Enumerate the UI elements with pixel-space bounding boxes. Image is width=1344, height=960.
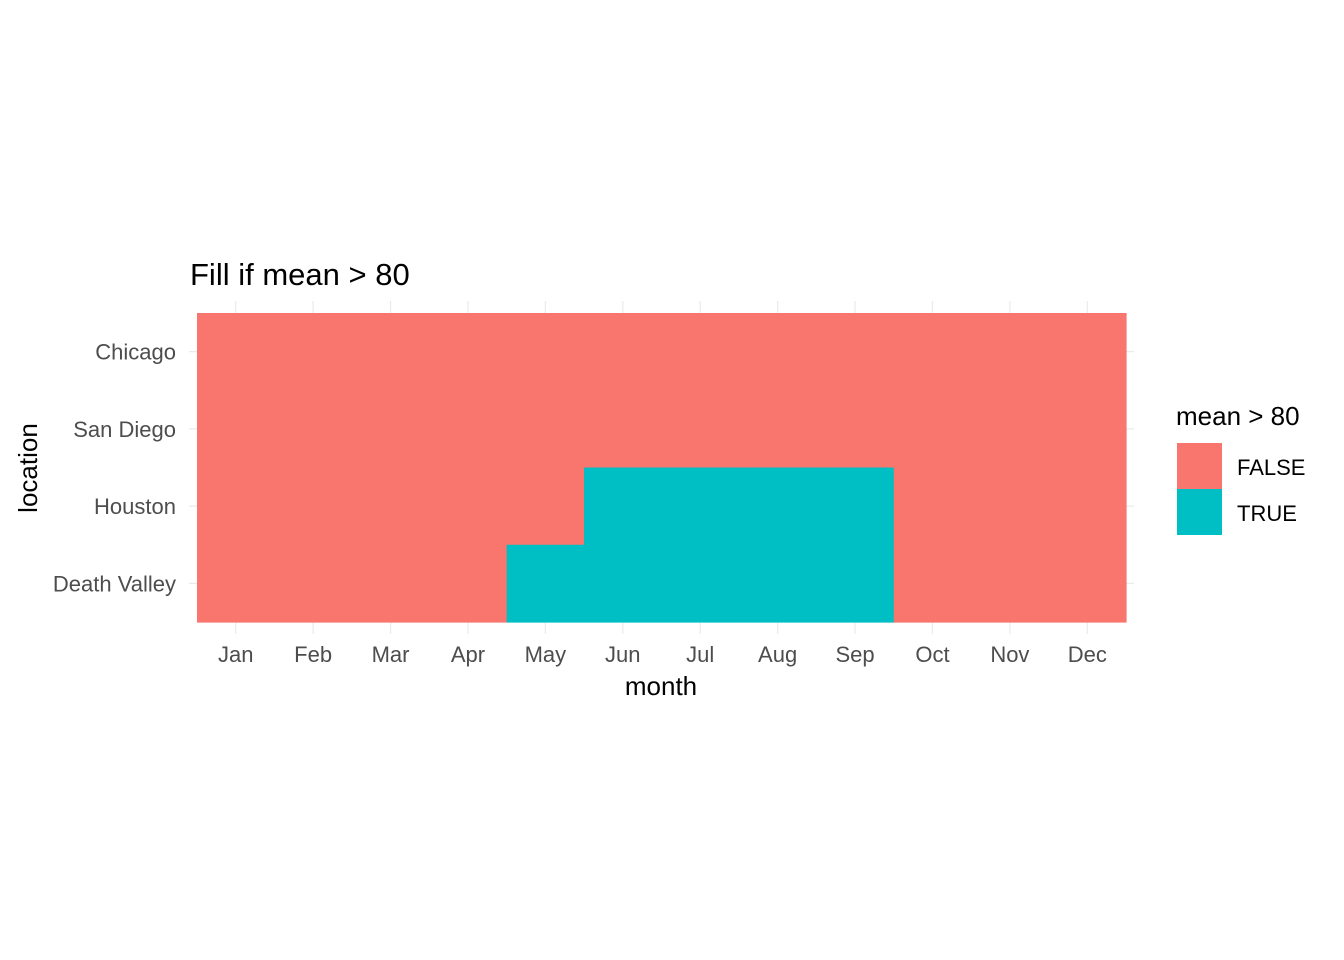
legend-key-label: TRUE [1237,501,1297,526]
heatmap-cell [506,467,585,546]
x-tick-label: Nov [990,642,1029,667]
x-axis-title: month [625,671,697,701]
x-tick-label: Sep [835,642,874,667]
legend-key-swatch [1177,489,1222,535]
heatmap-cell [197,313,276,391]
legend-keys: FALSE TRUE [1177,443,1305,535]
y-tick-label: San Diego [73,417,176,442]
y-tick-label: Houston [94,494,176,519]
heatmap-cell [1048,313,1127,391]
heatmap-cell [351,467,430,546]
x-tick-label: May [525,642,567,667]
heatmap-cell [971,544,1050,623]
heatmap-cell [971,313,1050,391]
heatmap-cell [1048,467,1127,546]
heatmap-cell [197,544,276,623]
heatmap-cell [351,390,430,469]
x-tick-label: Jan [218,642,253,667]
heatmap-cell [274,390,353,469]
x-tick-label: Jun [605,642,640,667]
x-tick-label: Dec [1068,642,1107,667]
heatmap-cell [506,313,585,391]
x-tick-label: Oct [915,642,949,667]
heatmap-cell [816,313,895,391]
heatmap-cell [661,467,740,546]
heatmap-cell [429,467,508,546]
x-axis-ticks: Jan Feb Mar Apr May Jun Jul Aug Sep Oct Nov Dec [218,642,1107,667]
heatmap-cell [584,390,663,469]
y-tick-label: Chicago [95,340,176,365]
y-tick-label: Death Valley [53,571,176,596]
heatmap-cell [274,313,353,391]
heatmap-cell [893,390,972,469]
heatmap-cell [197,390,276,469]
heatmap-cell [584,544,663,623]
heatmap-cell [429,313,508,391]
heatmap-cell [893,313,972,391]
x-tick-label: Mar [372,642,410,667]
heatmap-cell [971,390,1050,469]
heatmap-cell [738,544,817,623]
legend-title: mean > 80 [1176,401,1300,431]
heatmap-cell [274,467,353,546]
x-tick-label: Aug [758,642,797,667]
heatmap-cell [584,313,663,391]
heatmap-cell [1048,544,1127,623]
heatmap-cell [274,544,353,623]
x-tick-label: Jul [686,642,714,667]
y-axis-ticks: Chicago San Diego Houston Death Valley [53,340,176,597]
x-tick-label: Feb [294,642,332,667]
heatmap-cell [816,390,895,469]
heatmap-cell [893,544,972,623]
chart-title: Fill if mean > 80 [190,257,410,292]
heatmap-cell [584,467,663,546]
heatmap-cell [816,544,895,623]
heatmap-cell [971,467,1050,546]
heatmap-cell [661,313,740,391]
heatmap-cell [429,390,508,469]
heatmap-cell [506,390,585,469]
heatmap-cell [1048,390,1127,469]
heatmap-cell [661,390,740,469]
heatmap-cell [351,313,430,391]
y-axis-title: location [13,423,43,513]
heatmap-cell [506,544,585,623]
heatmap-cell [738,467,817,546]
heatmap-cell [738,313,817,391]
heatmap-cell [429,544,508,623]
heatmap-cell [197,467,276,546]
legend-key-swatch [1177,443,1222,489]
legend-key-label: FALSE [1237,455,1305,480]
heatmap-cells [197,313,1127,623]
heatmap-cell [738,390,817,469]
heatmap-cell [351,544,430,623]
heatmap-cell [893,467,972,546]
legend: mean > 80 FALSE TRUE [1176,401,1305,535]
heatmap-cell [816,467,895,546]
x-tick-label: Apr [451,642,485,667]
heatmap-cell [661,544,740,623]
